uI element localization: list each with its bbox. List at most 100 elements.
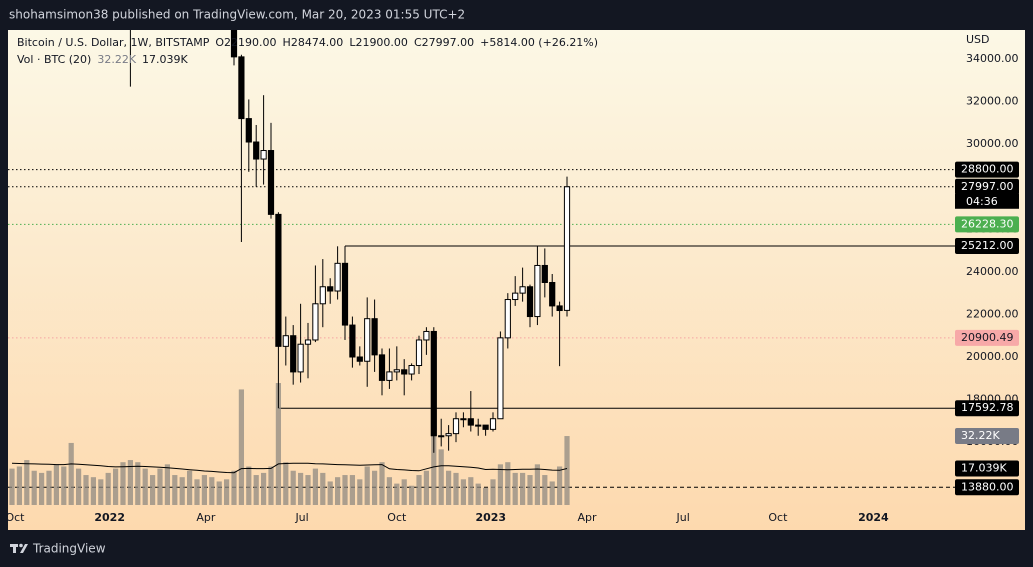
volume-bar: [520, 472, 526, 505]
price-level-label: 20900.49: [961, 331, 1014, 344]
plot-background: [8, 30, 1025, 530]
candle-body: [497, 337, 504, 420]
candle-body: [267, 150, 275, 215]
x-tick-label: Jul: [676, 511, 690, 524]
legend-volume: Vol · BTC (20) 32.22K 17.039K: [17, 51, 604, 68]
price-level-label-bg: [955, 479, 1019, 496]
volume-bar: [401, 479, 407, 505]
volume-bar: [224, 479, 230, 505]
candle-body: [364, 318, 371, 362]
volume-bar: [238, 389, 245, 505]
candle-body: [327, 286, 334, 292]
volume-bar: [542, 475, 548, 505]
volume-bar: [490, 479, 496, 505]
candle-body: [489, 418, 497, 430]
volume-bar: [475, 483, 481, 505]
x-tick-label: 2023: [475, 511, 506, 524]
volume-bar: [24, 460, 30, 505]
candle-body: [312, 303, 319, 341]
candle-body: [512, 292, 519, 301]
volume-bar: [394, 483, 400, 505]
volume-bar: [349, 475, 356, 505]
plot: [8, 30, 955, 505]
volume-bar: [534, 464, 541, 505]
y-tick-label: 34000.00: [966, 52, 1019, 65]
volume-bar: [327, 481, 333, 505]
volume-bar: [431, 404, 437, 505]
volume-bar: [142, 468, 148, 505]
volume-bar: [112, 468, 119, 505]
candle-body: [393, 369, 400, 373]
candle-body: [260, 150, 267, 160]
volume-bar: [38, 472, 45, 505]
volume-bar: [283, 462, 289, 505]
candle-body: [230, 30, 238, 58]
volume-bar: [98, 479, 104, 505]
price-level-label-bg: [955, 178, 1019, 195]
legend-volume-ma: 17.039K: [142, 53, 188, 66]
legend-value: +5814.00 (+26.21%): [480, 36, 599, 49]
volume-bar: [342, 475, 348, 505]
candle-body: [482, 424, 489, 430]
volume-bar: [423, 470, 430, 505]
candle-body: [549, 281, 556, 307]
legend: Bitcoin / U.S. Dollar, 1W, BITSTAMP O2219…: [17, 34, 604, 68]
y-tick-label: 30000.00: [966, 137, 1019, 150]
candle-body: [452, 418, 460, 435]
x-tick-label: Apr: [577, 511, 597, 524]
volume-bar: [179, 477, 185, 505]
candle-body: [423, 330, 430, 341]
legend-title: Bitcoin / U.S. Dollar, 1W, BITSTAMP: [17, 36, 210, 49]
volume-bar: [549, 481, 555, 505]
candle-body: [541, 264, 548, 283]
price-level-label: 28800.00: [961, 163, 1014, 176]
legend-value: C27997.00: [413, 36, 475, 49]
volume-bar: [468, 477, 474, 505]
x-tick-label: Oct: [768, 511, 788, 524]
volume-bar: [61, 466, 67, 505]
y-tick-label: 32000.00: [966, 95, 1019, 108]
candle-body: [245, 118, 252, 143]
volume-bar: [386, 477, 393, 505]
x-tick-label: 2022: [94, 511, 125, 524]
volume-bar: [246, 466, 252, 505]
candle-body: [290, 335, 297, 373]
volume-ma-label: 17.039K: [961, 462, 1007, 475]
candle-body: [415, 339, 423, 367]
volume-ma-line: [11, 462, 568, 474]
axes: 16000.0018000.0020000.0022000.0024000.00…: [5, 52, 1019, 524]
volume-bar: [90, 477, 96, 505]
volume-bar: [9, 468, 15, 505]
candle-body: [475, 424, 482, 427]
volume-bar: [379, 462, 385, 505]
legend-volume-value: 32.22K: [97, 53, 137, 66]
volume-bar: [261, 472, 267, 505]
brand-logo: [10, 543, 28, 553]
countdown: 04:36: [966, 195, 998, 208]
volume-bar: [75, 468, 82, 505]
volume-label: 32.22K: [961, 429, 1000, 442]
volume-bar: [409, 485, 415, 505]
price-level-label: 13880.00: [961, 480, 1014, 493]
volume-bar: [135, 462, 141, 505]
legend-main: Bitcoin / U.S. Dollar, 1W, BITSTAMP O2219…: [17, 34, 604, 51]
x-tick-label: Apr: [196, 511, 216, 524]
price-level-label: 25212.00: [961, 239, 1014, 252]
volume-bar: [275, 383, 282, 505]
volume-bar: [201, 475, 208, 505]
x-tick-label: Oct: [5, 511, 25, 524]
brand-name: TradingView: [32, 542, 106, 556]
price-level-label: 27997.00: [961, 180, 1014, 193]
volume-bar: [505, 462, 511, 505]
volume-bar: [298, 472, 304, 505]
candle-body: [349, 324, 356, 358]
candle-body: [341, 262, 349, 326]
price-level-label-bg: [955, 161, 1019, 178]
volume-bar: [557, 466, 563, 505]
candle-body: [526, 286, 534, 318]
volume-bar: [312, 468, 319, 505]
volume-bar: [372, 470, 378, 505]
volume-bar: [305, 475, 311, 505]
volume-bar: [253, 475, 259, 505]
